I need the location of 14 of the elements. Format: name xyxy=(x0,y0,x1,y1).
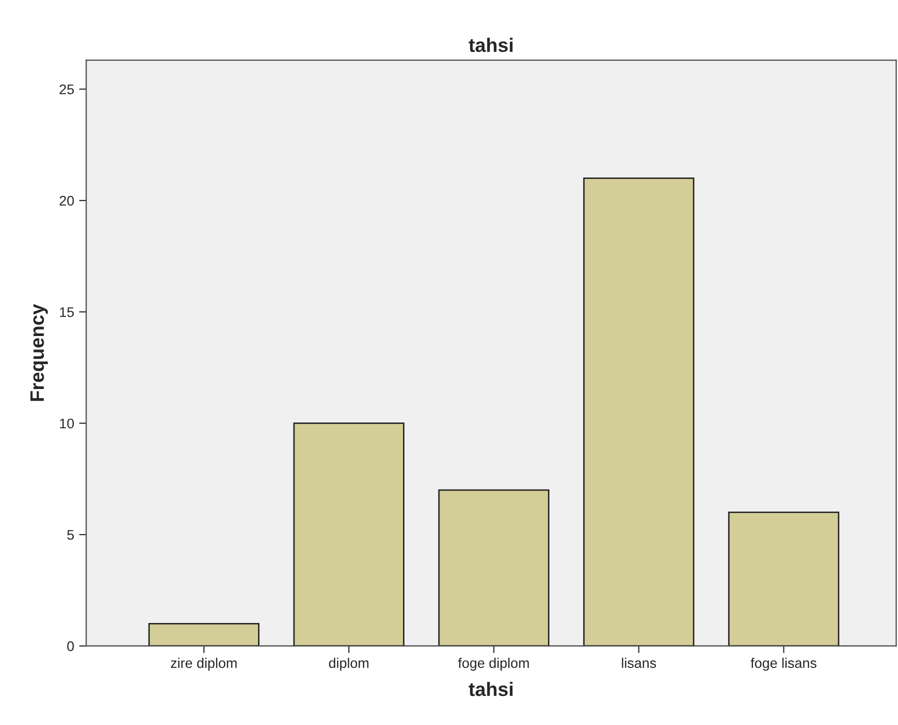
x-tick-label: foge diplom xyxy=(458,658,529,671)
x-axis-title: tahsi xyxy=(468,682,513,696)
y-axis-title: Frequency xyxy=(30,304,48,401)
x-tick-label: lisans xyxy=(622,658,656,668)
y-tick-label: 15 xyxy=(60,307,74,318)
y-tick-label: 20 xyxy=(60,196,74,206)
x-tick-label: zire diplom xyxy=(170,658,237,671)
y-tick-label: 0 xyxy=(67,641,74,652)
x-tick-label: diplom xyxy=(328,658,368,671)
x-tick-label: foge lisans xyxy=(750,658,816,671)
y-tick-label: 5 xyxy=(67,530,74,540)
y-tick-label: 25 xyxy=(60,84,74,94)
chart-title: tahsi xyxy=(468,38,513,52)
y-tick-label: 10 xyxy=(60,418,74,428)
